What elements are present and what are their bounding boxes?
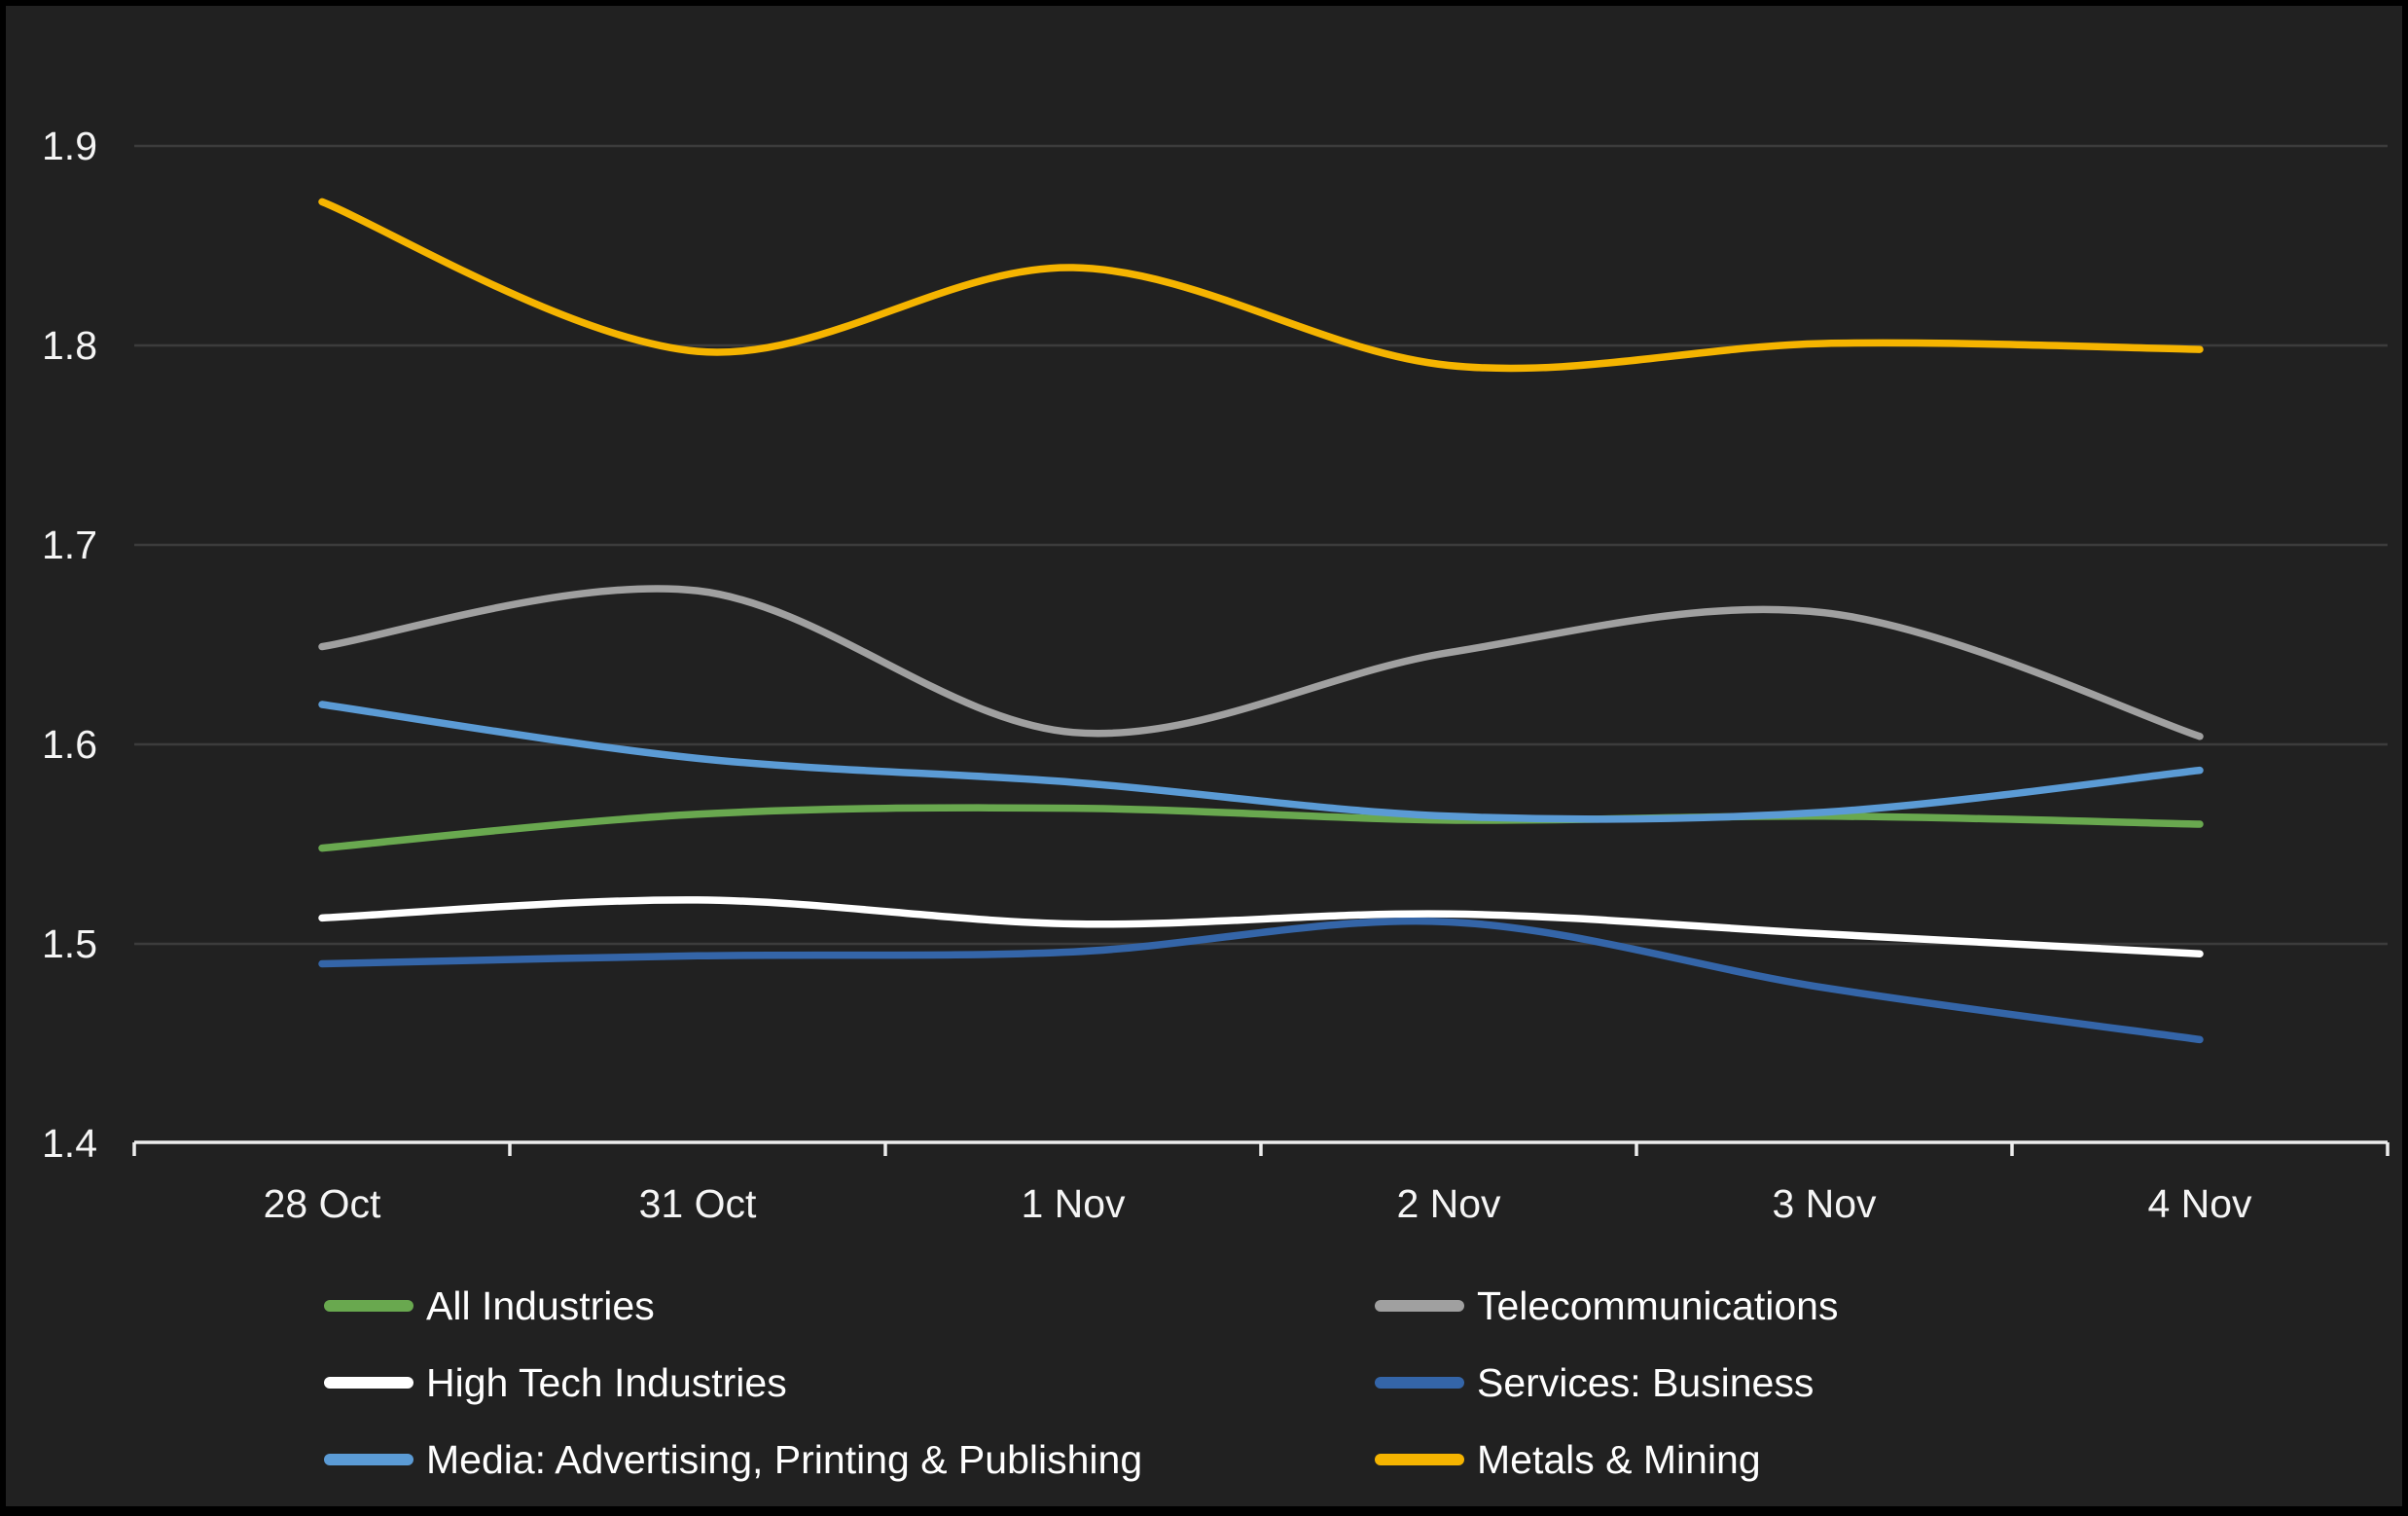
series-line-high-tech-industries <box>318 896 2204 957</box>
legend-swatch-all-industries <box>324 1300 413 1312</box>
y-axis-label-1.8: 1.8 <box>42 323 97 368</box>
legend-label-telecommunications: Telecommunications <box>1477 1283 1839 1328</box>
legend-item-metals-mining[interactable]: Metals & Mining <box>1375 1432 1761 1487</box>
legend-swatch-services-business <box>1375 1377 1464 1389</box>
legend-item-telecommunications[interactable]: Telecommunications <box>1375 1279 1838 1333</box>
legend-swatch-media-advertising-printing-publishing <box>324 1454 413 1465</box>
x-axis-label-2-nov: 2 Nov <box>1396 1181 1501 1226</box>
legend-label-metals-mining: Metals & Mining <box>1477 1437 1761 1482</box>
series-line-telecommunications <box>318 585 2204 740</box>
x-axis-label-28-oct: 28 Oct <box>263 1181 381 1226</box>
y-axis-label-1.7: 1.7 <box>42 523 97 567</box>
legend-item-all-industries[interactable]: All Industries <box>324 1279 655 1333</box>
series-line-metals-mining <box>318 198 2204 373</box>
x-axis-label-1-nov: 1 Nov <box>1021 1181 1126 1226</box>
legend-swatch-high-tech-industries <box>324 1377 413 1389</box>
legend-item-high-tech-industries[interactable]: High Tech Industries <box>324 1355 787 1410</box>
legend-label-all-industries: All Industries <box>426 1283 655 1328</box>
y-axis-label-1.9: 1.9 <box>42 124 97 168</box>
x-axis-label-31-oct: 31 Oct <box>638 1181 757 1226</box>
chart-background <box>6 6 2402 1506</box>
y-axis-label-1.5: 1.5 <box>42 921 97 966</box>
x-axis-label-3-nov: 3 Nov <box>1772 1181 1877 1226</box>
series-line-all-industries <box>318 804 2204 852</box>
legend-swatch-metals-mining <box>1375 1454 1464 1465</box>
series-line-services-business <box>318 917 2204 1044</box>
x-axis-label-4-nov: 4 Nov <box>2147 1181 2252 1226</box>
y-axis-label-1.4: 1.4 <box>42 1121 97 1166</box>
series-line-media-advertising-printing-publishing <box>318 701 2204 823</box>
legend-label-services-business: Services: Business <box>1477 1360 1815 1405</box>
legend-item-services-business[interactable]: Services: Business <box>1375 1355 1814 1410</box>
legend-label-media-advertising-printing-publishing: Media: Advertising, Printing & Publishin… <box>426 1437 1143 1482</box>
legend-label-high-tech-industries: High Tech Industries <box>426 1360 787 1405</box>
legend-swatch-telecommunications <box>1375 1300 1464 1312</box>
y-axis-label-1.6: 1.6 <box>42 722 97 767</box>
legend-item-media-advertising-printing-publishing[interactable]: Media: Advertising, Printing & Publishin… <box>324 1432 1142 1487</box>
